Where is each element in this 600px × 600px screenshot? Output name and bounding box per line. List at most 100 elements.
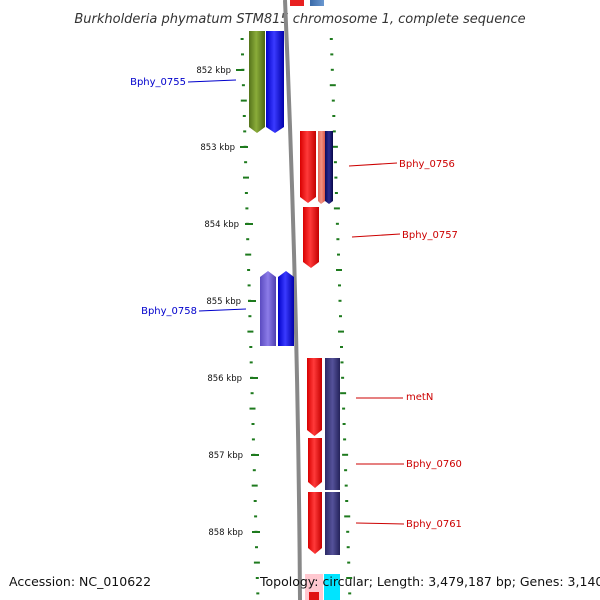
outer-track-tick bbox=[242, 115, 246, 117]
inner-track-tick bbox=[340, 346, 343, 348]
outer-track-tick bbox=[248, 315, 252, 318]
outer-track-tick bbox=[252, 469, 256, 472]
gene-label-bphy-0756[interactable]: Bphy_0756 bbox=[399, 159, 455, 170]
gene-label-metN[interactable]: metN bbox=[406, 392, 433, 403]
gene-label-bphy-0758[interactable]: Bphy_0758 bbox=[141, 306, 197, 317]
reverse-gene-labels: Bphy_0756 Bphy_0757 metN Bphy_0760 Bphy_… bbox=[348, 159, 462, 530]
leader-line-bphy-0757 bbox=[351, 233, 401, 238]
inner-track-tick bbox=[344, 515, 351, 518]
inner-track-tick bbox=[346, 546, 350, 549]
inner-track-tick bbox=[332, 115, 336, 117]
inner-track-tick bbox=[344, 484, 348, 487]
gene-bphy-0756-part-c bbox=[325, 131, 333, 204]
outer-track-tick bbox=[244, 192, 248, 194]
kbp-label-854: 854 kbp bbox=[204, 220, 239, 230]
outer-track-tick bbox=[246, 238, 250, 241]
inner-track-tick bbox=[331, 145, 338, 148]
gene-bphy-0761-part-b bbox=[325, 492, 340, 555]
inner-track-tick bbox=[336, 269, 342, 271]
kbp-scale: 852 kbp 853 kbp 854 kbp 855 kbp 856 kbp … bbox=[196, 66, 260, 538]
inner-track-tick bbox=[338, 284, 341, 287]
kbp-label-855: 855 kbp bbox=[206, 297, 241, 307]
inner-track-tick bbox=[333, 207, 340, 210]
outer-track-tick bbox=[256, 592, 260, 595]
inner-track-tick bbox=[342, 407, 346, 410]
outer-track-tick bbox=[240, 99, 247, 102]
outer-track-tick bbox=[255, 546, 258, 549]
gene-metN-part-a bbox=[307, 358, 322, 436]
outer-track-tick bbox=[247, 284, 251, 287]
inner-track-tick bbox=[346, 577, 353, 579]
inner-track-tick bbox=[334, 176, 338, 179]
inner-track-tick bbox=[345, 500, 349, 502]
feature-sliver-top-red bbox=[290, 0, 304, 6]
feature-sliver-bottom-cyan bbox=[324, 574, 340, 600]
inner-track-tick bbox=[331, 99, 335, 102]
accession-text: Accession: NC_010622 bbox=[9, 574, 151, 589]
gene-label-bphy-0761[interactable]: Bphy_0761 bbox=[406, 519, 462, 530]
gene-label-bphy-0760[interactable]: Bphy_0760 bbox=[406, 459, 462, 470]
inner-track-tick bbox=[343, 438, 347, 441]
outer-track-tick bbox=[251, 484, 258, 487]
gene-bphy-0758-part-b bbox=[278, 271, 294, 346]
inner-track-tick bbox=[337, 253, 340, 256]
outer-track-tick bbox=[249, 346, 253, 348]
outer-track-tick bbox=[241, 84, 245, 87]
inner-track-tick bbox=[338, 330, 344, 333]
inner-track-tick bbox=[330, 53, 334, 56]
forward-gene-labels: Bphy_0755 Bphy_0758 bbox=[130, 77, 247, 317]
outer-track-tick bbox=[249, 361, 253, 364]
inner-track-tick bbox=[342, 423, 346, 425]
kbp-label-856: 856 kbp bbox=[207, 374, 242, 384]
outer-track-tick bbox=[245, 253, 252, 256]
outer-tick-track bbox=[240, 38, 260, 595]
inner-track-tick bbox=[332, 130, 336, 133]
inner-track-tick bbox=[335, 222, 339, 225]
feature-sliver-bottom-red bbox=[309, 592, 319, 600]
kbp-label-853: 853 kbp bbox=[200, 143, 235, 153]
outer-track-tick bbox=[255, 577, 259, 579]
gene-label-bphy-0757[interactable]: Bphy_0757 bbox=[402, 230, 458, 241]
kbp-label-858: 858 kbp bbox=[208, 528, 243, 538]
outer-track-tick bbox=[241, 53, 244, 56]
gene-bphy-0758-part-a bbox=[260, 271, 276, 346]
inner-track-tick bbox=[339, 315, 342, 318]
gene-label-bphy-0755[interactable]: Bphy_0755 bbox=[130, 77, 186, 88]
inner-track-tick bbox=[334, 192, 338, 194]
outer-track-tick bbox=[240, 38, 244, 40]
leader-line-bphy-0755 bbox=[187, 79, 237, 83]
outer-track-tick bbox=[254, 515, 258, 518]
gene-bphy-0756-part-a bbox=[300, 131, 316, 203]
outer-track-tick bbox=[243, 176, 249, 179]
inner-track-tick bbox=[340, 361, 344, 364]
outer-track-tick bbox=[244, 161, 248, 164]
leader-line-bphy-0758 bbox=[198, 308, 247, 312]
gene-bphy-0756-part-b bbox=[318, 131, 325, 204]
inner-track-tick bbox=[330, 68, 334, 71]
inner-track-tick bbox=[329, 38, 333, 40]
outer-track-tick bbox=[249, 407, 256, 410]
chromosome-backbone bbox=[283, 0, 302, 600]
feature-sliver-top-steel bbox=[310, 0, 324, 6]
outer-track-tick bbox=[253, 500, 257, 502]
topology-text: Topology: circular; Length: 3,479,187 bp… bbox=[259, 574, 600, 589]
gene-bphy-0760 bbox=[308, 438, 322, 488]
gene-bphy-0761-part-a bbox=[308, 492, 322, 554]
gene-bphy-0755-part-b bbox=[266, 31, 284, 133]
kbp-label-852: 852 kbp bbox=[196, 66, 231, 76]
inner-track-tick bbox=[333, 161, 337, 164]
inner-track-tick bbox=[347, 561, 351, 564]
outer-track-tick bbox=[251, 423, 255, 425]
inner-track-tick bbox=[346, 530, 350, 533]
inner-track-tick bbox=[336, 238, 340, 241]
inner-track-tick bbox=[348, 592, 352, 595]
outer-track-tick bbox=[247, 330, 254, 333]
inner-tick-track bbox=[329, 38, 353, 595]
kbp-label-857: 857 kbp bbox=[208, 451, 243, 461]
leader-line-bphy-0756 bbox=[348, 162, 398, 167]
gene-bphy-0757 bbox=[303, 207, 319, 268]
outer-track-tick bbox=[247, 269, 251, 271]
inner-track-tick bbox=[329, 84, 336, 87]
outer-track-tick bbox=[245, 207, 249, 210]
